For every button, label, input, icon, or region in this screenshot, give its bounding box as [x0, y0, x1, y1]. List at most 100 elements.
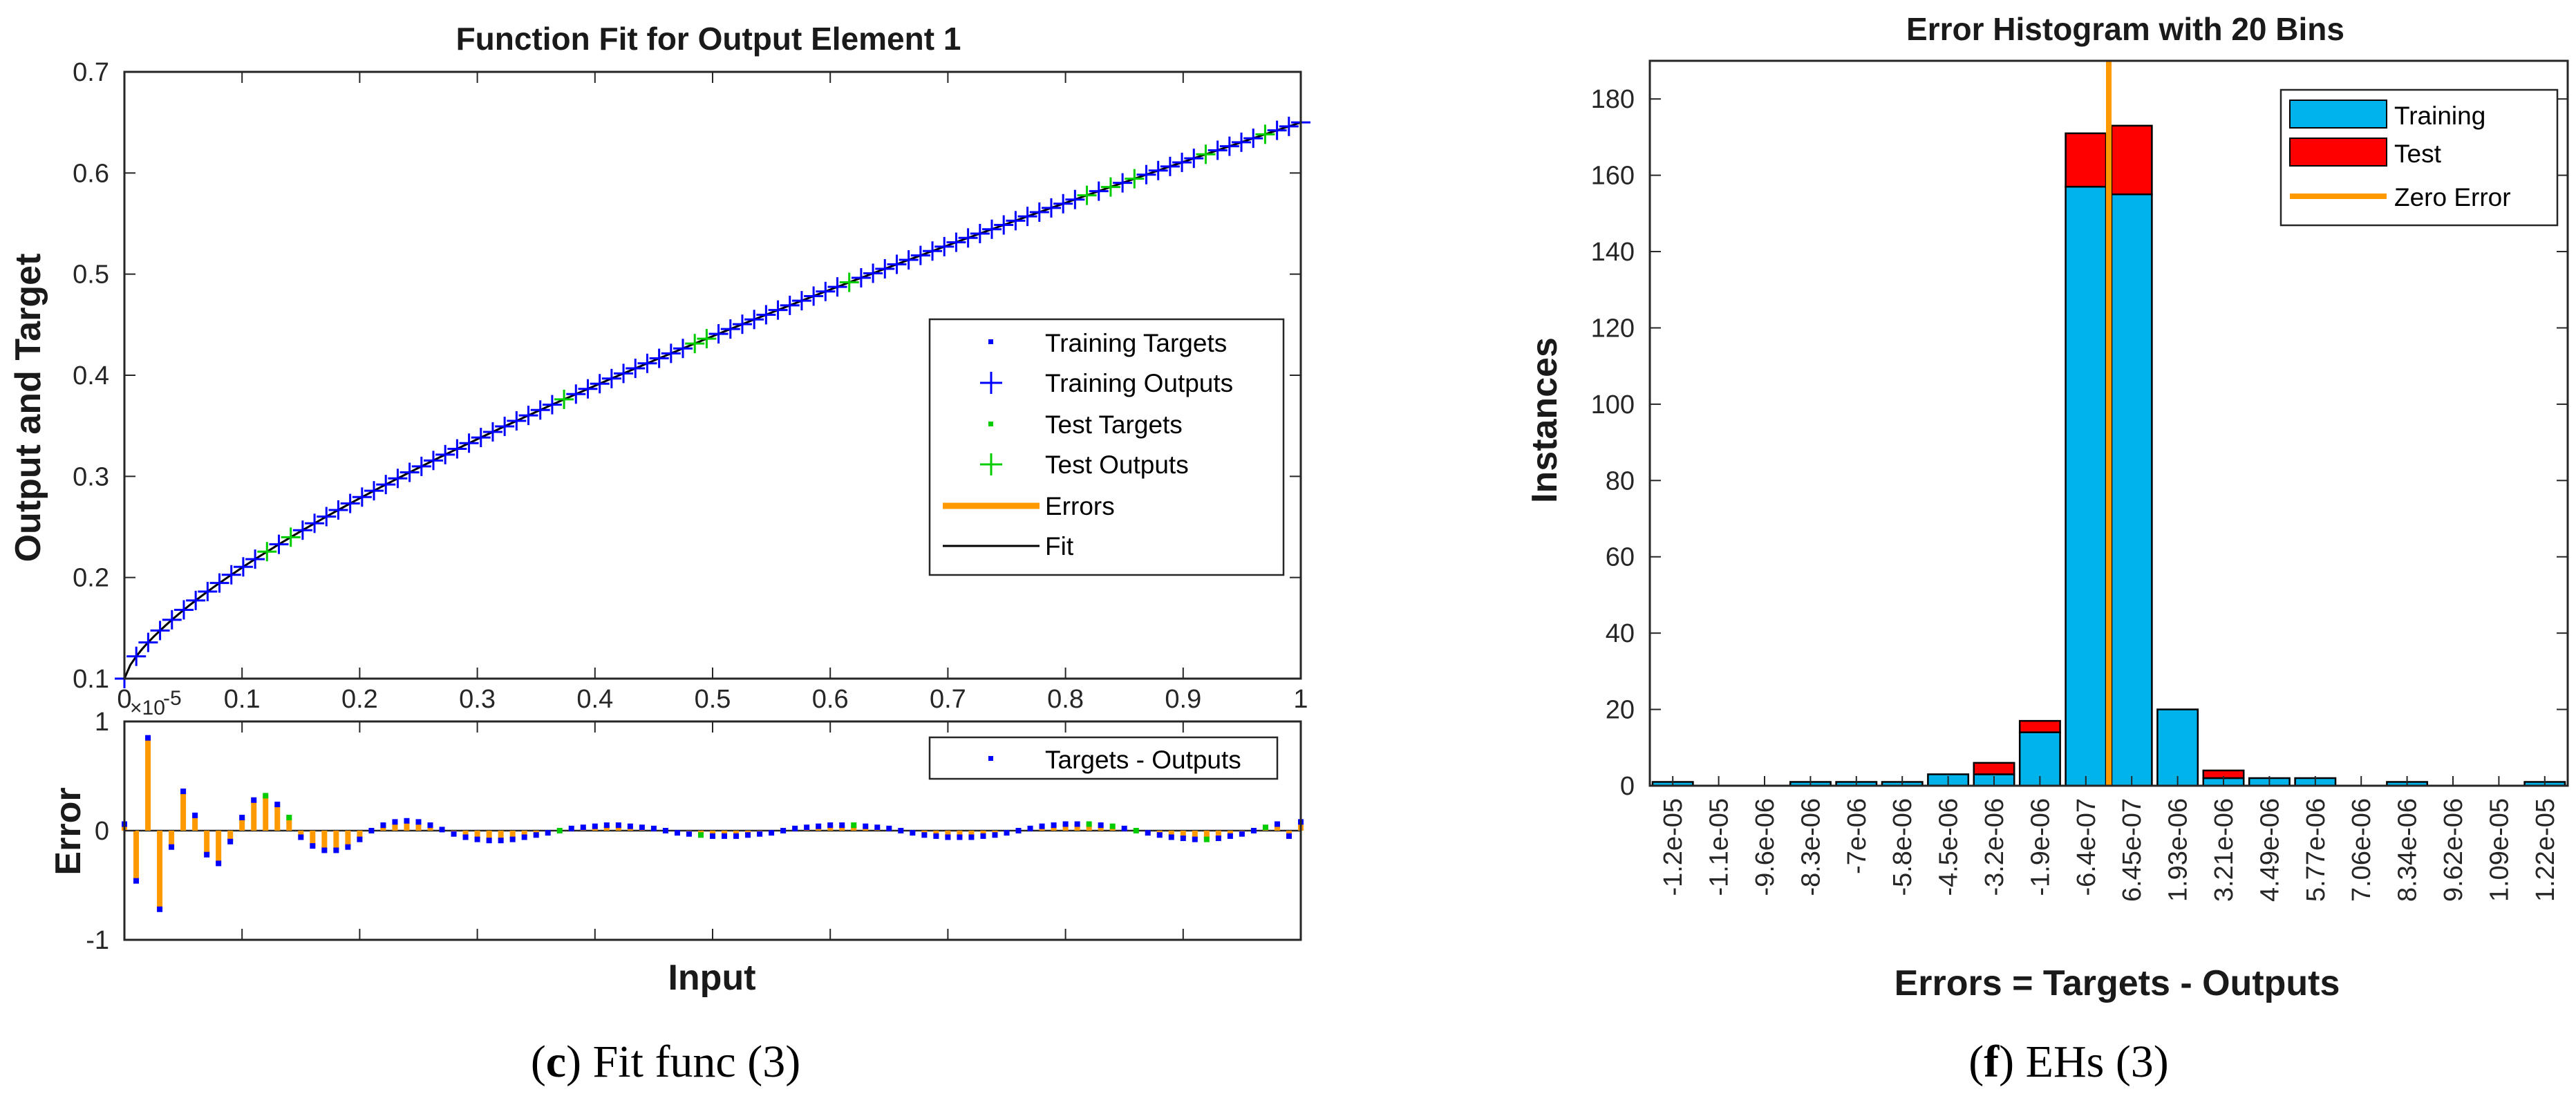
error-point: [1109, 823, 1116, 829]
training-output-point: [1207, 140, 1228, 160]
error-point: [204, 851, 210, 858]
legend-test-swatch: [2289, 138, 2387, 167]
error-point: [615, 822, 621, 829]
histogram-y-ticks: 0 20 40 60 80 100 120 140 160 180: [1591, 85, 2568, 801]
training-output-point: [423, 451, 443, 471]
training-output-point: [1148, 160, 1168, 180]
training-output-point: [399, 462, 420, 482]
histogram-legend: Training Test Zero Error: [2279, 88, 2559, 227]
training-output-point: [780, 295, 800, 315]
fit-x-tick-label: 0: [117, 685, 131, 714]
error-point: [474, 836, 480, 842]
error-point: [792, 825, 798, 831]
error-point: [404, 818, 410, 824]
training-output-point: [542, 395, 562, 415]
test-output-point: [1100, 177, 1120, 197]
training-output-point: [590, 374, 610, 394]
error-point: [451, 831, 457, 837]
error-point: [1004, 830, 1010, 836]
training-output-point: [1089, 181, 1109, 201]
error-point: [697, 832, 704, 838]
training-output-point: [1029, 202, 1049, 222]
error-point: [1227, 833, 1233, 839]
error-exponent-base: ×10: [130, 697, 165, 719]
training-output-point: [1219, 136, 1239, 156]
error-point: [627, 823, 633, 829]
function-fit-chart: Function Fit for Output Element 1 Output…: [8, 21, 1310, 714]
training-output-point: [352, 487, 372, 507]
histogram-title: Error Histogram with 20 Bins: [1906, 11, 2344, 47]
fit-x-tick-label: 0.8: [1047, 685, 1084, 714]
histogram-x-tick-label: -7e-06: [1843, 798, 1872, 874]
training-output-point: [804, 286, 824, 306]
error-y-ticks: 1 0 -1: [86, 708, 135, 955]
error-point: [1027, 825, 1033, 831]
error-ylabel: Error: [48, 787, 88, 875]
error-point: [674, 830, 680, 836]
error-point: [357, 836, 363, 842]
histogram-y-tick-label: 100: [1591, 390, 1635, 419]
training-output-point: [507, 410, 527, 431]
training-output-point: [292, 520, 312, 540]
training-output-point: [1279, 116, 1299, 136]
fit-curve: [123, 121, 1301, 679]
training-output-point: [578, 379, 598, 399]
error-point: [286, 815, 292, 821]
error-point: [415, 819, 422, 825]
error-point: [1051, 822, 1057, 829]
error-point: [333, 847, 339, 853]
error-point: [980, 833, 986, 839]
training-output-point: [1172, 152, 1192, 172]
fit-x-tick-label: 0.4: [576, 685, 613, 714]
error-point: [992, 832, 998, 838]
training-output-point: [626, 359, 646, 379]
test-bar: [1973, 762, 2015, 775]
error-point: [169, 844, 175, 850]
training-output-point: [1017, 207, 1037, 227]
error-point: [427, 822, 433, 829]
legend-errors: Errors: [1045, 492, 1115, 520]
error-point: [839, 822, 845, 829]
histogram-bars: [1651, 124, 2566, 787]
error-point: [298, 834, 304, 840]
fit-x-tick-label: 0.2: [341, 685, 378, 714]
fit-y-tick-label: 0.1: [73, 665, 109, 694]
error-point: [1015, 828, 1022, 833]
training-output-point: [245, 549, 265, 569]
histogram-x-tick-label: 5.77e-06: [2302, 798, 2331, 902]
error-exponent-power: -5: [163, 687, 182, 710]
training-output-point: [150, 621, 170, 641]
error-histogram-chart: Error Histogram with 20 Bins Instances 0…: [1525, 11, 2569, 1003]
error-point: [180, 788, 187, 795]
error-point: [1286, 833, 1292, 839]
error-point: [1203, 836, 1210, 842]
error-point: [1156, 832, 1163, 838]
training-output-point: [994, 215, 1014, 235]
training-output-point: [958, 228, 978, 248]
error-point: [157, 906, 163, 912]
error-legend: Targets - Outputs: [928, 736, 1279, 780]
training-output-point: [364, 481, 384, 501]
error-point: [251, 797, 257, 803]
histogram-ylabel: Instances: [1525, 337, 1565, 503]
fit-chart-title: Function Fit for Output Element 1: [456, 21, 961, 57]
training-output-point: [851, 267, 871, 287]
histogram-x-tick-label: -3.2e-06: [1980, 798, 2009, 896]
histogram-y-tick-label: 20: [1606, 696, 1635, 725]
error-point: [439, 827, 445, 833]
test-output-point: [1125, 169, 1145, 189]
error-point: [945, 834, 951, 840]
test-output-point: [1255, 124, 1275, 144]
test-bar: [2110, 124, 2153, 196]
legend-test-outputs: Test Outputs: [1045, 451, 1189, 479]
error-point: [192, 812, 198, 818]
training-output-point: [1160, 156, 1180, 176]
training-output-point: [1053, 193, 1073, 214]
test-output-point: [685, 334, 705, 354]
training-output-point: [495, 416, 515, 436]
histogram-xlabel: Errors = Targets - Outputs: [1895, 963, 2340, 1003]
training-output-point: [518, 406, 538, 426]
error-point: [886, 825, 892, 831]
fit-gridless-area: [115, 113, 1310, 688]
fit-x-tick-label: 0.5: [695, 685, 731, 714]
